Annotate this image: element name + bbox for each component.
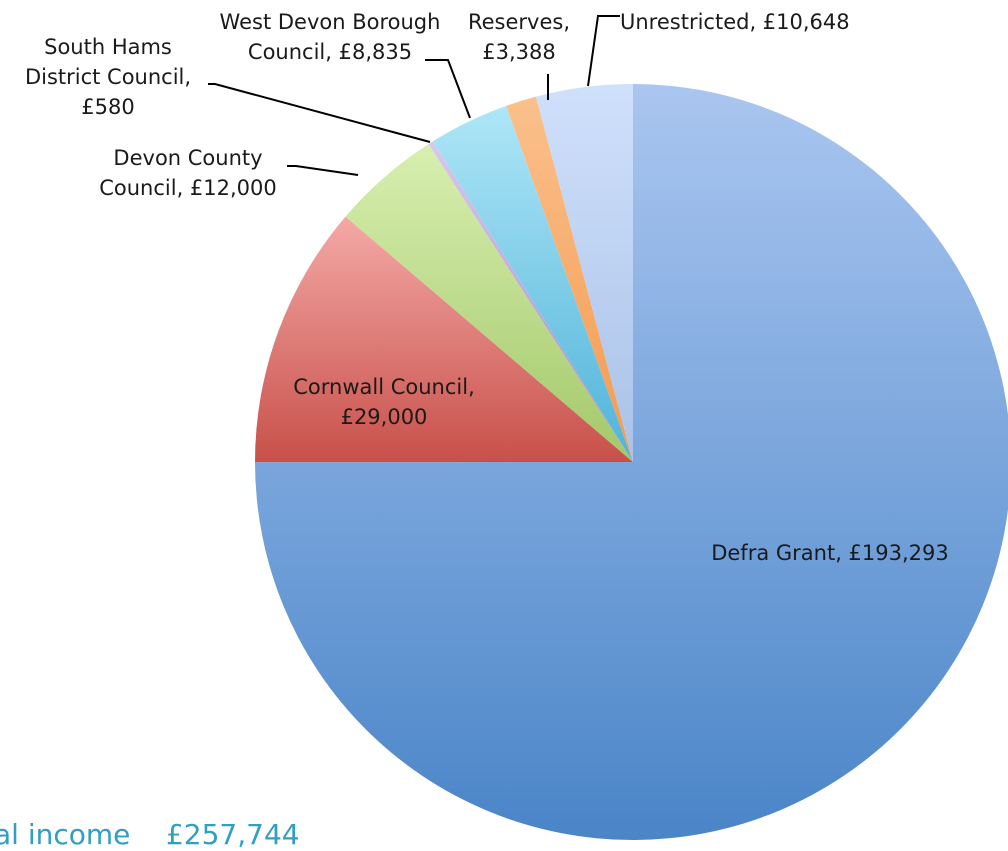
data-label-defra: Defra Grant, £193,293 bbox=[711, 541, 949, 565]
leader-lines bbox=[208, 15, 620, 176]
data-label-westdevon-line-1: West Devon Borough bbox=[220, 10, 441, 34]
pie-slice-devon-county-council bbox=[345, 144, 633, 462]
data-label-devon-line-1: Devon County bbox=[113, 146, 262, 170]
data-label-reserves-line-2: £3,388 bbox=[482, 40, 555, 64]
data-label-westdevon: West Devon Borough Council, £8,835 bbox=[220, 10, 441, 64]
data-label-defra-line-1: Defra Grant, £193,293 bbox=[711, 541, 949, 565]
leader-line-west-devon bbox=[425, 59, 471, 119]
pie-slice-unrestricted bbox=[535, 84, 633, 462]
data-label-reserves-line-1: Reserves, bbox=[468, 10, 570, 34]
data-labels: Defra Grant, £193,293 Cornwall Council, £2… bbox=[25, 10, 949, 565]
data-label-southhams-line-3: £580 bbox=[81, 95, 134, 119]
pie-slice-reserves bbox=[506, 96, 633, 462]
pie-slice-west-devon-borough-council bbox=[433, 105, 633, 462]
pie-slice-defra-grant bbox=[255, 84, 1008, 840]
data-label-devon: Devon County Council, £12,000 bbox=[99, 146, 277, 200]
data-label-westdevon-line-2: Council, £8,835 bbox=[248, 40, 412, 64]
pie-slices bbox=[254, 84, 1008, 840]
data-label-unrestricted-line-1: Unrestricted, £10,648 bbox=[620, 10, 850, 34]
pie-slice-cornwall-council bbox=[254, 216, 633, 463]
data-label-cornwall-line-2: £29,000 bbox=[341, 405, 428, 429]
data-label-devon-line-2: Council, £12,000 bbox=[99, 176, 277, 200]
data-label-southhams-line-2: District Council, bbox=[25, 65, 191, 89]
data-label-southhams: South Hams District Council, £580 bbox=[25, 35, 191, 119]
leader-line-devon-county bbox=[287, 165, 359, 176]
pie-slice-south-hams-district-council bbox=[428, 141, 633, 463]
total-income-text: al income £257,744 bbox=[0, 818, 300, 851]
data-label-unrestricted: Unrestricted, £10,648 bbox=[620, 10, 850, 34]
data-label-cornwall: Cornwall Council, £29,000 bbox=[293, 375, 475, 429]
leader-line-south-hams bbox=[208, 83, 431, 143]
leader-line-unrestricted bbox=[587, 15, 620, 87]
data-label-reserves: Reserves, £3,388 bbox=[468, 10, 570, 64]
data-label-cornwall-line-1: Cornwall Council, bbox=[293, 375, 475, 399]
data-label-southhams-line-1: South Hams bbox=[44, 35, 172, 59]
